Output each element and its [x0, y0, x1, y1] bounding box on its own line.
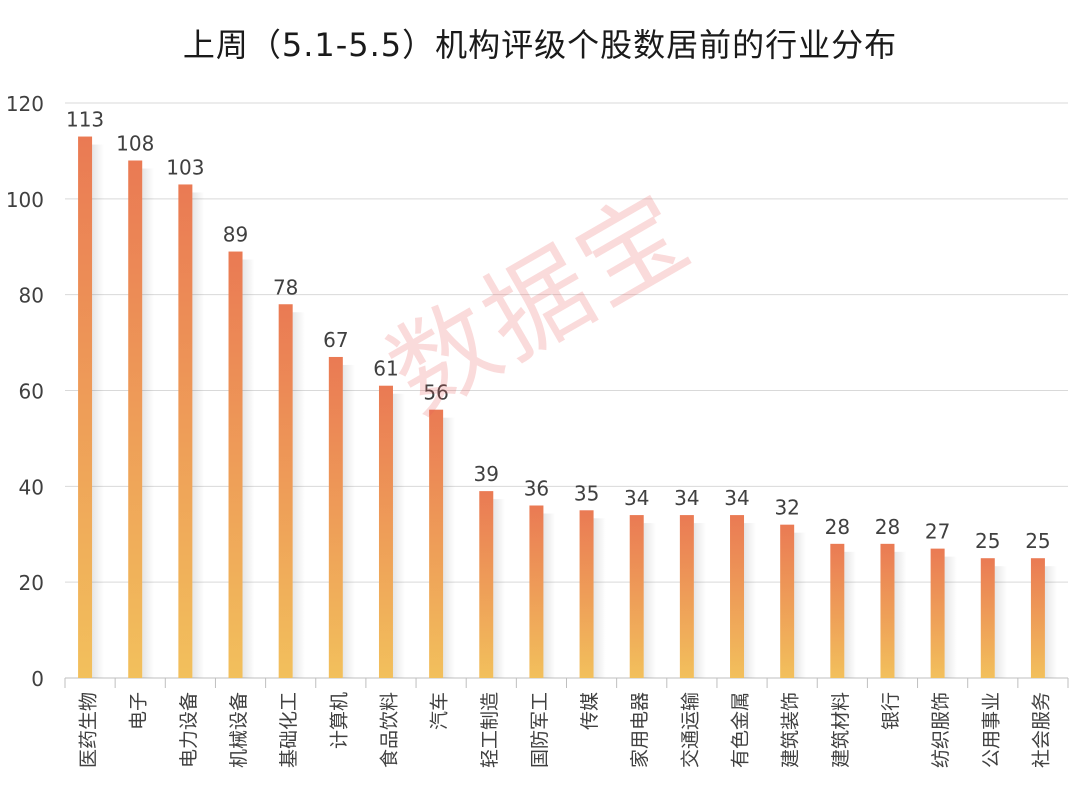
- y-tick-label: 20: [19, 571, 44, 595]
- x-tick-label: 有色金属: [730, 692, 752, 768]
- bar: [278, 304, 293, 678]
- bar-shadow: [794, 532, 807, 678]
- bar: [980, 558, 995, 678]
- bar-shadow: [242, 259, 255, 678]
- x-tick-label: 食品饮料: [378, 692, 400, 768]
- bar-shadow: [593, 518, 606, 678]
- x-tick-label: 汽车: [429, 692, 451, 730]
- bar: [830, 543, 845, 678]
- bar-shadow: [543, 513, 556, 678]
- bar: [128, 160, 143, 678]
- bar-shadow: [192, 192, 205, 679]
- data-label: 113: [66, 108, 104, 132]
- data-label: 34: [624, 486, 649, 510]
- x-tick-label: 银行: [880, 692, 902, 730]
- x-tick-label: 建筑装饰: [780, 692, 802, 768]
- bar: [930, 548, 945, 678]
- x-tick-label: 建筑材料: [830, 692, 852, 768]
- bar-shadows: [92, 144, 1057, 679]
- x-tick-label: 传媒: [579, 692, 601, 730]
- x-tick-label: 纺织服饰: [930, 692, 952, 768]
- bar: [479, 491, 494, 678]
- bar-shadow: [443, 417, 456, 678]
- x-tick-label: 机械设备: [228, 692, 250, 768]
- x-tick-label: 电子: [128, 692, 150, 730]
- x-tick-label: 计算机: [328, 692, 350, 749]
- bar: [1030, 558, 1045, 678]
- bar-shadow: [994, 566, 1007, 678]
- bar-shadow: [292, 312, 305, 678]
- data-label: 34: [724, 486, 749, 510]
- data-label: 28: [825, 515, 850, 539]
- bar-shadow: [844, 551, 857, 678]
- data-labels: 113 108 103 89 78 67 61 56 39 36 35 34 34 34 32 28 28 27 2…: [66, 108, 1051, 554]
- data-label: 28: [875, 515, 900, 539]
- data-label: 27: [925, 520, 950, 544]
- y-tick-label: 60: [19, 380, 44, 404]
- x-tick-label: 轻工制造: [479, 692, 501, 768]
- data-label: 39: [474, 462, 499, 486]
- data-label: 34: [674, 486, 699, 510]
- y-tick-label: 40: [19, 475, 44, 499]
- x-axis-ticks: 医药生物 电子 电力设备 机械设备 基础化工 计算机 食品饮料 汽车 轻工制造 国防军工 传媒 家用电…: [78, 692, 1053, 768]
- x-tick-label: 家用电器: [629, 692, 651, 768]
- data-label: 36: [524, 477, 549, 501]
- y-tick-label: 80: [19, 284, 44, 308]
- bar: [880, 543, 895, 678]
- data-label: 108: [116, 132, 154, 156]
- x-tick-label: 基础化工: [278, 692, 300, 768]
- x-tick-label: 国防军工: [529, 692, 551, 768]
- data-label: 56: [423, 381, 448, 405]
- bar: [78, 136, 93, 678]
- bar: [429, 409, 444, 678]
- bar-shadow: [493, 499, 506, 678]
- data-label: 67: [323, 328, 348, 352]
- bar: [730, 515, 745, 678]
- bar-shadow: [142, 168, 155, 678]
- bar: [780, 524, 795, 678]
- bar: [679, 515, 694, 678]
- x-tick-label: 电力设备: [178, 692, 200, 768]
- bar-shadow: [894, 551, 907, 678]
- bar-shadow: [92, 144, 105, 678]
- bar: [629, 515, 644, 678]
- bar: [328, 356, 343, 678]
- y-tick-label: 100: [6, 188, 44, 212]
- x-tick-label: 公用事业: [980, 692, 1002, 768]
- y-tick-label: 120: [6, 92, 44, 116]
- bar: [178, 184, 193, 679]
- bar: [378, 385, 393, 678]
- bar: [529, 505, 544, 678]
- data-label: 103: [166, 155, 204, 179]
- data-label: 25: [975, 529, 1000, 553]
- data-label: 78: [273, 275, 298, 299]
- bar-shadow: [392, 393, 405, 678]
- y-tick-label: 0: [31, 667, 44, 691]
- bar: [579, 510, 594, 678]
- data-label: 25: [1025, 529, 1050, 553]
- y-axis-ticks: 0 20 40 60 80 100 120: [6, 92, 44, 691]
- data-label: 89: [223, 223, 248, 247]
- x-tick-label: 社会服务: [1030, 692, 1052, 768]
- data-label: 35: [574, 481, 599, 505]
- x-tick-label: 医药生物: [78, 692, 100, 768]
- bar-shadow: [744, 523, 757, 678]
- data-label: 61: [373, 357, 398, 381]
- bar-shadow: [693, 523, 706, 678]
- bar-shadow: [643, 523, 656, 678]
- bars: [78, 136, 1045, 679]
- bar: [228, 251, 243, 678]
- x-tick-label: 交通运输: [679, 692, 701, 768]
- bar-shadow: [342, 364, 355, 678]
- chart-title: 上周（5.1-5.5）机构评级个股数居前的行业分布: [182, 26, 898, 64]
- bar-shadow: [1044, 566, 1057, 678]
- bar-shadow: [944, 556, 957, 678]
- data-label: 32: [774, 496, 799, 520]
